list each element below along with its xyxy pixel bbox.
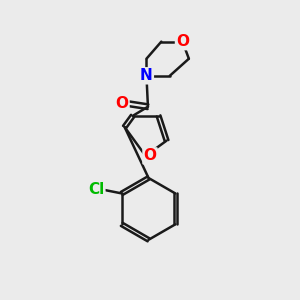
Text: O: O — [143, 148, 157, 164]
Text: O: O — [176, 34, 189, 49]
Text: O: O — [116, 96, 128, 111]
Text: N: N — [140, 68, 153, 83]
Text: Cl: Cl — [88, 182, 104, 197]
